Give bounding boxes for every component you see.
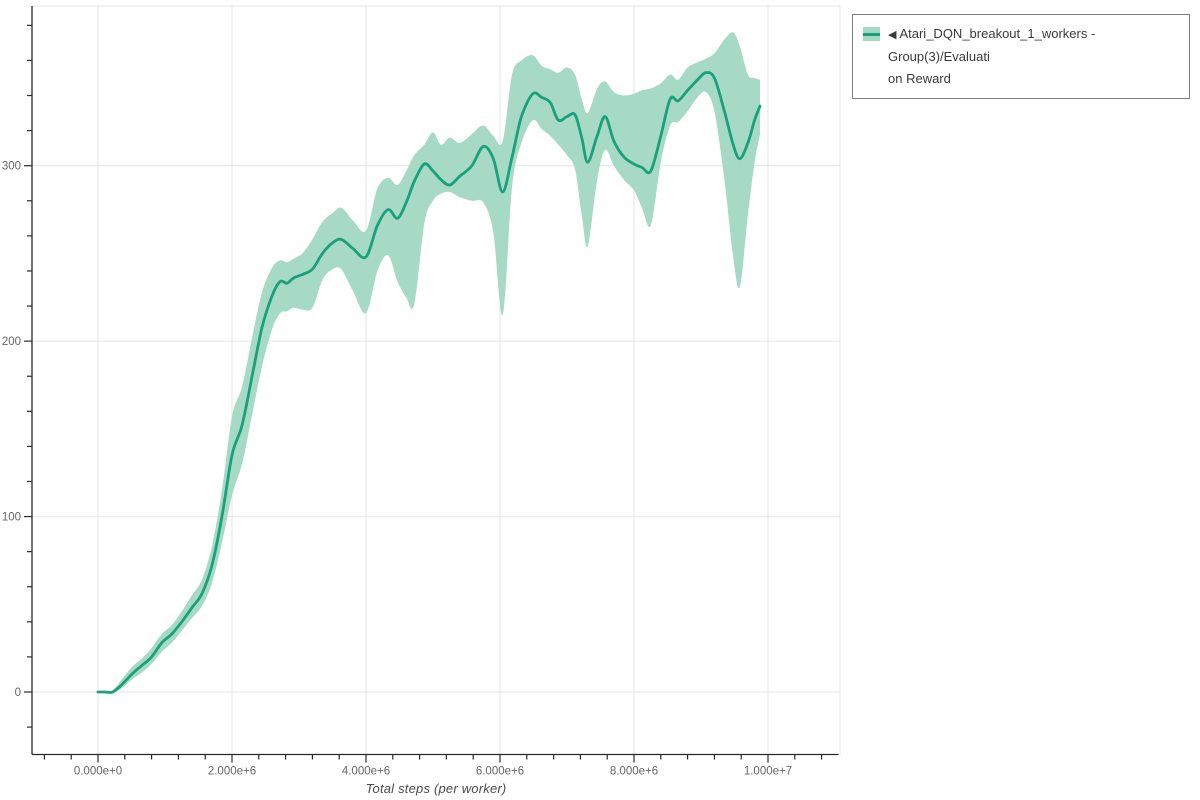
legend-label-text: Atari_DQN_breakout_1_workers - Group(3)/… [888,26,1096,64]
line-swatch [863,32,880,36]
x-tick-label: 1.000e+7 [744,766,792,778]
y-tick-label: 200 [2,336,21,348]
y-tick-label: 100 [2,512,21,524]
x-tick-label: 6.000e+6 [476,766,524,778]
legend-label-line1: ◀ Atari_DQN_breakout_1_workers - Group(3)… [888,23,1179,68]
axis-ticks [24,24,823,763]
x-tick-label: 4.000e+6 [342,766,390,778]
series-swatch-icon [863,27,880,41]
x-tick-label: 0.000e+0 [74,766,122,778]
series-band [98,32,760,693]
y-tick-label: 300 [2,161,21,173]
x-tick-label: 8.000e+6 [610,766,658,778]
legend-label: ◀ Atari_DQN_breakout_1_workers - Group(3)… [888,23,1179,90]
legend-item[interactable]: ◀ Atari_DQN_breakout_1_workers - Group(3)… [863,23,1179,90]
legend-label-line2: on Reward [888,71,951,86]
legend[interactable]: ◀ Atari_DQN_breakout_1_workers - Group(3)… [852,14,1190,99]
series-line [96,71,762,694]
tick-labels: 0 100 200 300 0.000e+0 2.000e+6 4.000e+6 6.000e… [2,161,792,778]
collapse-arrow-icon: ◀ [888,29,897,41]
y-tick-label: 0 [15,687,21,699]
x-tick-label: 2.000e+6 [208,766,256,778]
x-axis-title: Total steps (per worker) [365,781,507,796]
